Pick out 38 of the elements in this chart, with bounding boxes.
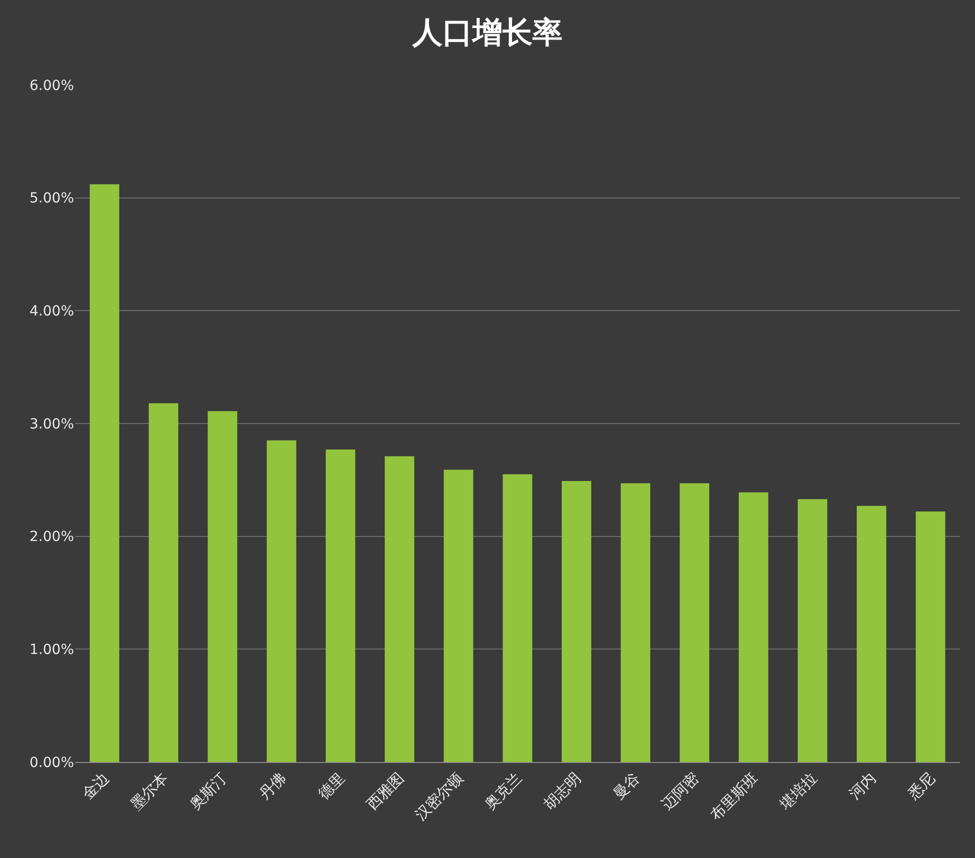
bar <box>856 506 886 762</box>
y-tick-label: 5.00% <box>30 190 74 207</box>
chart-title: 人口增长率 <box>412 15 562 50</box>
x-tick-label: 布里斯班 <box>706 768 762 824</box>
bar <box>620 483 650 762</box>
x-tick-label: 堪培拉 <box>775 768 821 814</box>
y-tick-label: 3.00% <box>30 416 74 432</box>
x-tick-label: 奥斯汀 <box>186 768 231 814</box>
x-tick-label: 金边 <box>78 768 113 803</box>
y-tick-label: 0.00% <box>30 754 74 771</box>
bar <box>444 470 474 762</box>
bar <box>562 481 592 762</box>
bar <box>208 411 238 762</box>
x-tick-label: 德里 <box>314 768 349 803</box>
bar <box>148 403 178 762</box>
x-tick-label: 奥克兰 <box>481 768 526 814</box>
y-tick-label: 2.00% <box>30 529 74 546</box>
bar <box>680 483 710 762</box>
x-tick-label: 曼谷 <box>610 768 644 803</box>
x-tick-label: 丹佛 <box>256 768 290 803</box>
x-tick-label: 迈阿密 <box>658 768 703 814</box>
bar <box>90 184 120 762</box>
y-tick-label: 4.00% <box>30 304 74 320</box>
bar <box>384 456 414 762</box>
x-tick-label: 悉尼 <box>904 768 939 804</box>
bar <box>916 512 946 762</box>
y-tick-label: 6.00% <box>30 78 74 94</box>
x-tick-label: 胡志明 <box>540 768 585 814</box>
y-tick-label: 1.00% <box>30 642 74 658</box>
x-tick-label: 汉密尔顿 <box>411 768 467 824</box>
bar <box>326 449 356 762</box>
x-tick-label: 西雅图 <box>363 768 408 814</box>
bar <box>266 440 296 762</box>
bar <box>798 499 828 762</box>
bar <box>502 474 532 762</box>
x-tick-label: 河内 <box>846 768 880 803</box>
x-tick-label: 墨尔本 <box>127 768 172 814</box>
bar <box>738 492 768 762</box>
